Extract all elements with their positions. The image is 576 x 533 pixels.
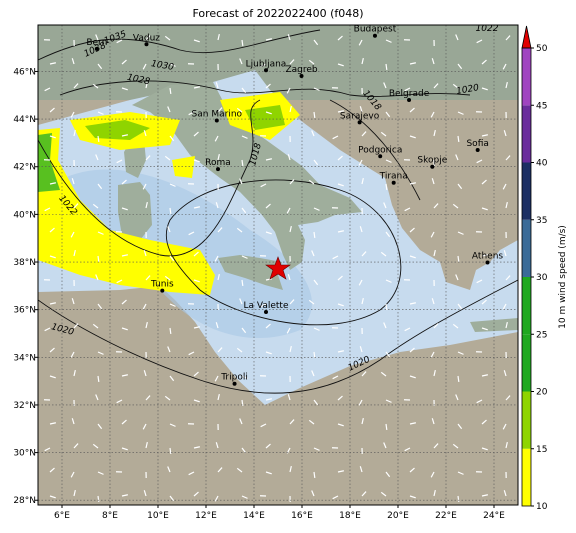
city-label: Vaduz (133, 33, 160, 43)
y-tick-label: 34°N (13, 353, 36, 363)
colorbar-label: 10 m wind speed (m/s) (558, 225, 568, 329)
wind-barb (170, 448, 171, 454)
x-tick-label: 10°E (147, 511, 169, 521)
city-label: Ljubljana (246, 59, 287, 69)
colorbar-tick-label: 25 (536, 330, 547, 340)
x-tick-label: 6°E (54, 511, 70, 521)
wind-barb (98, 496, 99, 502)
wind-barb (314, 112, 315, 118)
city-label: Tirana (379, 172, 408, 182)
city-label: San Marino (192, 110, 243, 120)
city-label: Tripoli (220, 373, 248, 383)
colorbar-tick-label: 35 (536, 216, 547, 226)
map-title: Forecast of 2022022400 (f048) (192, 7, 363, 20)
y-tick-label: 32°N (13, 401, 36, 411)
y-tick-label: 40°N (13, 210, 36, 220)
colorbar-tick-label: 20 (536, 388, 548, 398)
y-tick-label: 42°N (13, 163, 36, 173)
x-tick-label: 22°E (435, 511, 457, 521)
x-tick-label: 18°E (339, 511, 361, 521)
colorbar-tick-label: 10 (536, 502, 548, 512)
wind-barb (386, 304, 387, 310)
y-tick-label: 46°N (13, 67, 36, 77)
colorbar-band (522, 48, 531, 105)
colorbar-tick-label: 50 (536, 44, 548, 54)
wind-barb (242, 280, 243, 286)
wind-barb (98, 136, 99, 142)
x-tick-label: 14°E (243, 511, 265, 521)
wind-barb (314, 472, 315, 478)
colorbar-band (522, 163, 531, 220)
wind-barb (458, 136, 459, 142)
y-tick-label: 38°N (13, 258, 36, 268)
wind-barb (170, 208, 171, 214)
wind-barb (242, 40, 243, 46)
wind-barb (314, 232, 315, 238)
city-label: Belgrade (389, 89, 430, 99)
city-label: Budapest (354, 25, 397, 35)
y-tick-label: 36°N (13, 306, 36, 316)
city-label: Sofia (466, 139, 488, 149)
city-label: Podgorica (358, 145, 402, 155)
wind-barb (458, 496, 459, 502)
colorbar-band (522, 220, 531, 277)
x-tick-label: 20°E (387, 511, 409, 521)
city-label: Tunis (150, 280, 174, 290)
y-tick-label: 28°N (13, 496, 36, 506)
wind-barb (386, 64, 387, 70)
x-tick-label: 24°E (483, 511, 505, 521)
city-label: La Valette (244, 301, 289, 311)
wind-barb (98, 256, 99, 262)
colorbar-tick-label: 15 (536, 445, 547, 455)
city-label: Zagreb (285, 65, 317, 75)
colorbar-tick-label: 30 (536, 273, 548, 283)
wind-barb (386, 424, 387, 430)
wind-barb (458, 256, 459, 262)
colorbar-extend (522, 26, 531, 48)
wind-barb (170, 328, 171, 334)
colorbar-band (522, 334, 531, 391)
colorbar-band (522, 449, 531, 506)
city-label: Sarajevo (340, 111, 380, 121)
wind-barb (386, 184, 387, 190)
x-tick-label: 8°E (102, 511, 118, 521)
y-tick-label: 44°N (13, 115, 36, 125)
y-tick-label: 30°N (13, 449, 36, 459)
wind-barb (242, 160, 243, 166)
wind-barb (458, 376, 459, 382)
city-label: Roma (205, 158, 231, 168)
x-tick-label: 16°E (291, 511, 313, 521)
colorbar-band (522, 105, 531, 162)
city-label: Athens (472, 251, 503, 261)
colorbar-tick-label: 45 (536, 101, 547, 111)
colorbar-band (522, 277, 531, 334)
colorbar-band (522, 392, 531, 449)
x-tick-label: 12°E (195, 511, 217, 521)
wind-barb (170, 88, 171, 94)
colorbar-tick-label: 40 (536, 159, 548, 169)
wind-barb (98, 376, 99, 382)
city-label: Skopje (417, 156, 447, 166)
